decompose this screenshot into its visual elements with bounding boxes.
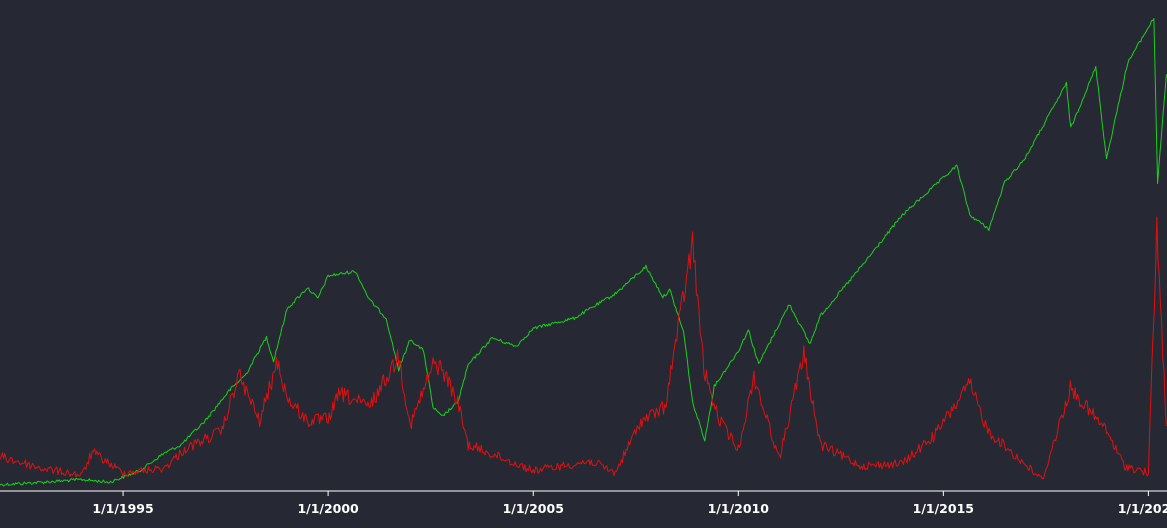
series-lines bbox=[0, 18, 1167, 487]
x-tick-label: 1/1/2010 bbox=[708, 501, 770, 516]
x-tick-label: 1/1/2000 bbox=[297, 501, 359, 516]
x-tick-label: 1/1/2005 bbox=[503, 501, 564, 516]
x-axis-ticks: 1/1/1995 1/1/2000 1/1/2005 1/1/2010 1/1/2015… bbox=[92, 491, 1167, 516]
x-tick-label: 1/1/2015 bbox=[913, 501, 974, 516]
series-line-green bbox=[0, 18, 1167, 487]
x-tick-label: 1/1/1995 bbox=[92, 501, 153, 516]
series-line-red bbox=[0, 216, 1167, 480]
x-tick-label: 1/1/2020 bbox=[1118, 501, 1167, 516]
